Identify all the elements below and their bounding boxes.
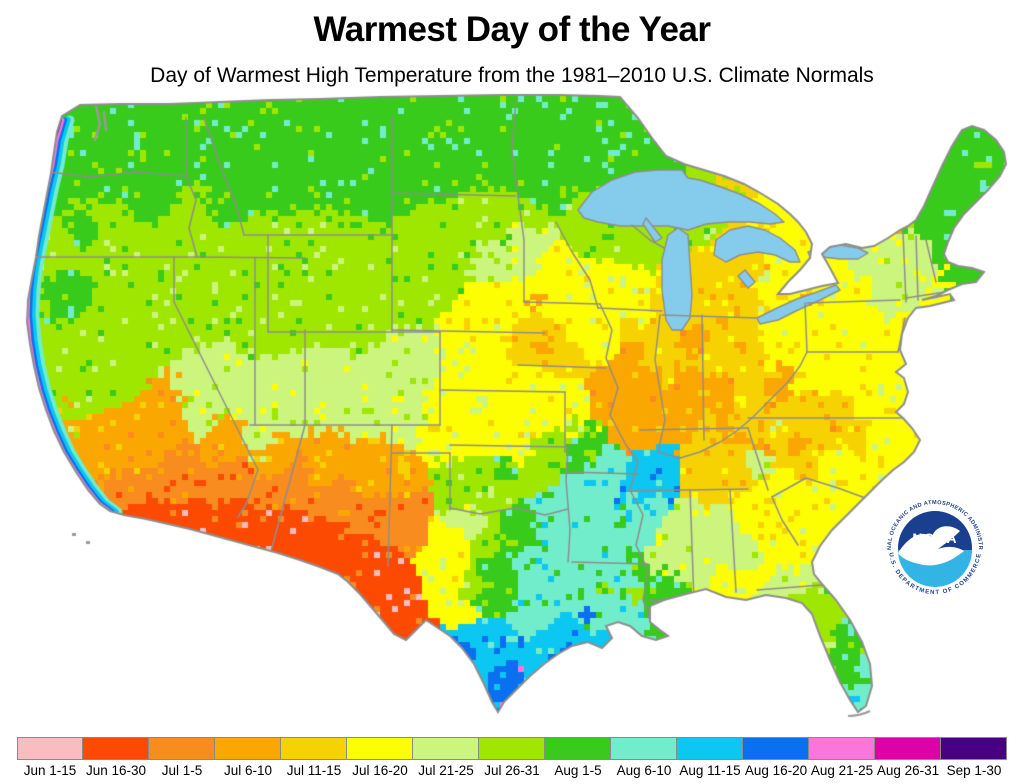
legend-swatch	[874, 737, 941, 760]
legend-swatch	[17, 737, 83, 760]
legend-item: Aug 1-5	[544, 737, 611, 778]
legend-label: Jul 1-5	[161, 763, 203, 778]
seagull-icon	[898, 526, 964, 566]
legend-swatch	[346, 737, 413, 760]
legend-item: Aug 26-31	[874, 737, 941, 778]
legend-item: Jul 16-20	[346, 737, 413, 778]
legend-swatch	[82, 737, 149, 760]
legend-swatch	[214, 737, 281, 760]
legend-item: Aug 16-20	[742, 737, 809, 778]
legend-label: Jul 6-10	[223, 763, 273, 778]
legend-item: Jul 6-10	[214, 737, 281, 778]
legend-label: Jul 26-31	[484, 763, 540, 778]
legend-label: Aug 6-10	[616, 763, 672, 778]
legend-label: Aug 26-31	[876, 763, 940, 778]
legend-item: Jul 26-31	[478, 737, 545, 778]
legend-swatch	[280, 737, 347, 760]
legend-item: Aug 6-10	[610, 737, 677, 778]
legend: Jun 1-15 Jun 16-30 Jul 1-5 Jul 6-10 Jul …	[17, 737, 1007, 778]
page-title: Warmest Day of the Year	[313, 10, 712, 49]
legend-label: Jun 1-15	[23, 763, 77, 778]
legend-item: Aug 11-15	[676, 737, 743, 778]
legend-label: Aug 11-15	[679, 763, 741, 778]
legend-swatch	[610, 737, 677, 760]
legend-swatch	[412, 737, 479, 760]
logo-wordmark: NOAA	[912, 530, 957, 546]
legend-item: Sep 1-30	[940, 737, 1007, 778]
legend-item: Jun 16-30	[82, 737, 149, 778]
legend-label: Jul 16-20	[352, 763, 408, 778]
legend-label: Aug 1-5	[554, 763, 602, 778]
legend-label: Aug 16-20	[744, 763, 808, 778]
legend-swatch	[148, 737, 215, 760]
legend-label: Jul 11-15	[286, 763, 342, 778]
legend-label: Aug 21-25	[810, 763, 874, 778]
legend-label: Sep 1-30	[946, 763, 1002, 778]
legend-swatch	[478, 737, 545, 760]
page-subtitle: Day of Warmest High Temperature from the…	[150, 64, 874, 87]
legend-swatch	[742, 737, 809, 760]
legend-label: Jul 21-25	[418, 763, 474, 778]
legend-swatch	[808, 737, 875, 760]
legend-swatch	[676, 737, 743, 760]
legend-item: Jul 1-5	[148, 737, 215, 778]
legend-label: Jun 16-30	[85, 763, 147, 778]
legend-item: Jul 21-25	[412, 737, 479, 778]
legend-swatch	[544, 737, 611, 760]
legend-swatch	[940, 737, 1007, 760]
legend-item: Jun 1-15	[17, 737, 83, 778]
noaa-logo: NATIONAL OCEANIC AND ATMOSPHERIC ADMINIS…	[880, 493, 989, 602]
legend-item: Aug 21-25	[808, 737, 875, 778]
legend-item: Jul 11-15	[280, 737, 347, 778]
